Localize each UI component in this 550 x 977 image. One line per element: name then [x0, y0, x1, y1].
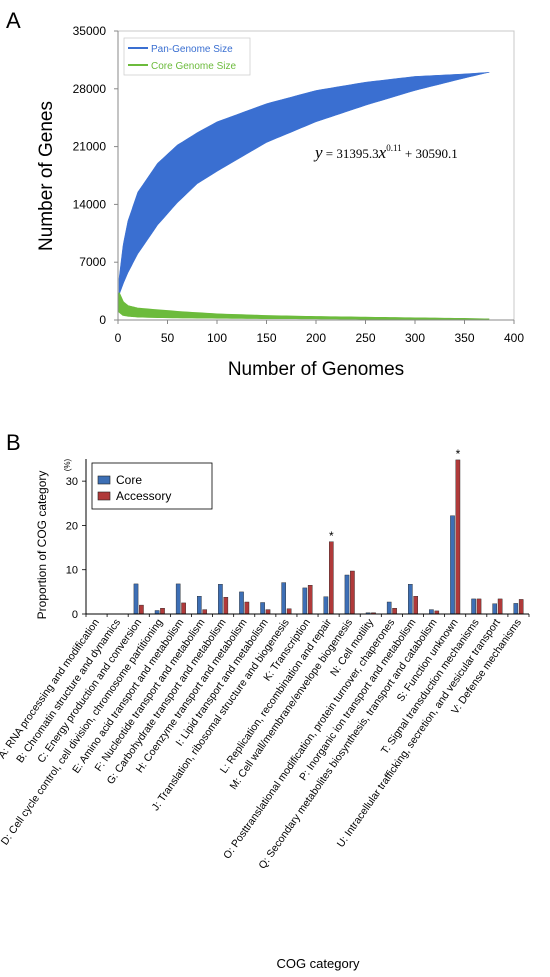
accessory-bar — [413, 596, 419, 615]
accessory-bar — [286, 608, 292, 615]
accessory-bar — [181, 602, 186, 615]
core-bar — [513, 603, 519, 615]
accessory-bar — [497, 598, 503, 615]
y-tick-label: 35000 — [73, 24, 107, 38]
y-axis-title: Number of Genes — [36, 101, 57, 251]
y-tick-label: 14000 — [73, 197, 107, 211]
y-axis-title: Proportion of COG category — [35, 471, 49, 620]
core-bar — [260, 602, 265, 615]
y-tick-label: 20 — [66, 520, 78, 532]
y-tick-labels: 0 10 20 30 — [66, 476, 78, 621]
legend-swatch-core — [97, 475, 111, 485]
x-tick-label: 400 — [504, 331, 524, 345]
x-tick-label: 350 — [454, 331, 474, 345]
core-bar — [133, 583, 139, 615]
y-tick-label: 0 — [99, 313, 106, 327]
y-tick-label: 21000 — [73, 140, 107, 154]
legend-box — [91, 462, 213, 510]
x-tick-label: 100 — [207, 331, 227, 345]
accessory-bar — [455, 459, 461, 615]
legend-label-core: Core Genome Size — [151, 61, 236, 72]
legend-label-accessory: Accessory — [116, 489, 171, 503]
core-bar — [281, 582, 287, 615]
y-tick-label: 30 — [66, 476, 78, 488]
cog-category-chart: 0 10 20 30 A: RNA processing and modificati… — [0, 447, 530, 971]
panel-letter-b: B — [6, 430, 21, 455]
y-tick-label: 10 — [66, 565, 78, 577]
x-tick-label: 50 — [161, 331, 175, 345]
core-bar — [386, 601, 392, 615]
accessory-bar — [392, 608, 397, 615]
core-bar — [344, 574, 350, 615]
legend-box — [123, 37, 251, 76]
pan-genome-series — [118, 72, 490, 296]
accessory-bar — [244, 601, 250, 615]
core-bar — [323, 596, 329, 615]
x-tick-label: 300 — [405, 331, 425, 345]
x-tick-label: 150 — [256, 331, 276, 345]
legend-swatch-accessory — [97, 491, 111, 501]
y-tick-label: 7000 — [79, 255, 106, 269]
core-bar — [154, 610, 160, 615]
core-bar — [218, 584, 223, 615]
core-bar — [492, 603, 498, 615]
accessory-bar — [160, 608, 165, 615]
accessory-bar — [476, 598, 482, 615]
significance-markers: ** — [329, 447, 461, 543]
x-tick-label: 250 — [355, 331, 375, 345]
accessory-bar — [265, 609, 271, 615]
legend: Core Accessory — [91, 462, 213, 510]
accessory-bar — [223, 597, 229, 615]
accessory-bar — [307, 585, 313, 615]
accessory-bar — [329, 541, 334, 615]
core-bar — [429, 609, 434, 615]
fit-equation: y = 31395.3x0.11 + 30590.1 — [313, 143, 458, 162]
core-bar — [450, 515, 455, 615]
significance-asterisk: * — [456, 447, 461, 461]
accessory-bar — [518, 599, 524, 615]
y-tick-label: 0 — [72, 609, 78, 621]
core-bar — [175, 583, 181, 615]
legend: Pan-Genome Size Core Genome Size — [123, 37, 251, 76]
accessory-bar — [139, 604, 144, 615]
legend-label-pan: Pan-Genome Size — [151, 44, 233, 55]
core-bar — [302, 587, 308, 615]
core-bar — [239, 591, 244, 615]
pan-core-axes — [114, 30, 515, 324]
x-tick-label: 0 — [115, 331, 122, 345]
y-axis-unit: (%) — [63, 458, 72, 471]
pan-core-genome-chart: 0 50 100 150 200 250 300 350 400 0 7000 14000 21000… — [36, 24, 524, 380]
y-tick-labels: 0 7000 14000 21000 28000 35000 — [73, 24, 107, 327]
significance-asterisk: * — [329, 529, 334, 543]
x-axis-title: Number of Genomes — [228, 359, 404, 380]
accessory-bar — [202, 609, 208, 615]
legend-label-core: Core — [116, 473, 142, 487]
core-bar — [408, 584, 413, 615]
accessory-bar — [350, 570, 355, 615]
core-bar — [471, 598, 476, 615]
x-tick-label: 200 — [306, 331, 326, 345]
x-axis-title: COG category — [276, 956, 360, 971]
panel-letter-a: A — [6, 8, 21, 33]
core-genome-series — [118, 292, 490, 321]
x-tick-labels: 0 50 100 150 200 250 300 350 400 — [115, 331, 525, 345]
pan-core-plot-area — [118, 72, 490, 321]
y-tick-label: 28000 — [73, 82, 107, 96]
cog-axes — [82, 459, 530, 617]
core-bar — [196, 596, 202, 615]
